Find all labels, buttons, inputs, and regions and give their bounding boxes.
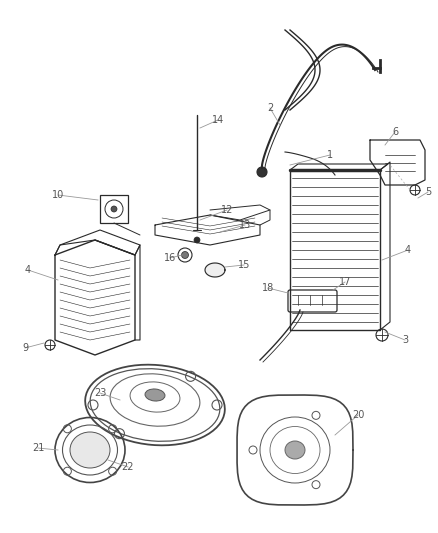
Text: 10: 10 (52, 190, 64, 200)
Text: 2: 2 (267, 103, 273, 113)
Circle shape (194, 237, 200, 243)
Text: 23: 23 (94, 388, 106, 398)
Text: 15: 15 (238, 260, 250, 270)
Text: 20: 20 (352, 410, 364, 420)
Text: 1: 1 (327, 150, 333, 160)
Ellipse shape (70, 432, 110, 468)
Text: 13: 13 (239, 220, 251, 230)
Ellipse shape (145, 389, 165, 401)
Bar (100, 195, 128, 223)
Text: 14: 14 (212, 115, 224, 125)
Ellipse shape (285, 441, 305, 459)
Polygon shape (205, 263, 225, 277)
Text: 22: 22 (122, 462, 134, 472)
Text: 6: 6 (392, 127, 398, 137)
Text: 21: 21 (32, 443, 44, 453)
Circle shape (257, 167, 267, 177)
Text: 12: 12 (221, 205, 233, 215)
Text: 4: 4 (25, 265, 31, 275)
Text: 4: 4 (405, 245, 411, 255)
Circle shape (181, 252, 188, 259)
Text: 5: 5 (425, 187, 431, 197)
Text: 18: 18 (262, 283, 274, 293)
Text: 16: 16 (164, 253, 176, 263)
Text: 3: 3 (402, 335, 408, 345)
Circle shape (111, 206, 117, 212)
Text: 17: 17 (339, 277, 351, 287)
Text: 9: 9 (22, 343, 28, 353)
